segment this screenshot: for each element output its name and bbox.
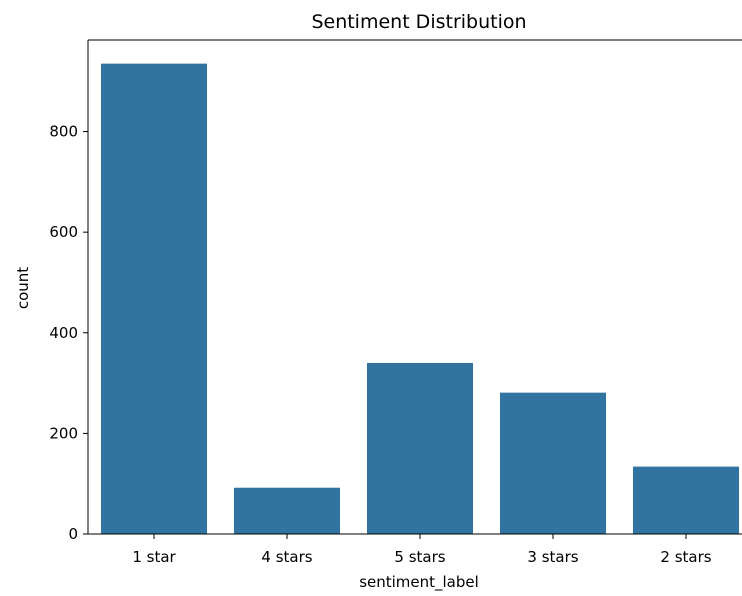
bar-5-stars xyxy=(367,362,473,534)
x-tick-label: 1 star xyxy=(132,548,176,566)
x-tick-label: 4 stars xyxy=(261,548,312,566)
y-tick-label: 800 xyxy=(49,123,78,141)
x-tick-label: 5 stars xyxy=(394,548,445,566)
bar-4-stars xyxy=(234,487,340,534)
y-axis-label: count xyxy=(14,267,32,309)
bar-1-star xyxy=(101,63,207,534)
y-tick-label: 400 xyxy=(49,324,78,342)
bar-3-stars xyxy=(500,392,606,534)
y-ticks-group: 0 200 400 600 800 xyxy=(49,123,88,543)
y-tick-label: 200 xyxy=(49,424,78,442)
y-tick-label: 600 xyxy=(49,223,78,241)
y-tick-label: 0 xyxy=(68,525,78,543)
x-axis-label: sentiment_label xyxy=(359,573,479,592)
bar-2-stars xyxy=(633,466,739,534)
chart-title: Sentiment Distribution xyxy=(311,11,526,33)
x-ticks-group: 1 star 4 stars 5 stars 3 stars 2 stars xyxy=(132,534,712,566)
x-tick-label: 3 stars xyxy=(527,548,578,566)
x-tick-label: 2 stars xyxy=(660,548,711,566)
bars-group xyxy=(101,63,739,534)
